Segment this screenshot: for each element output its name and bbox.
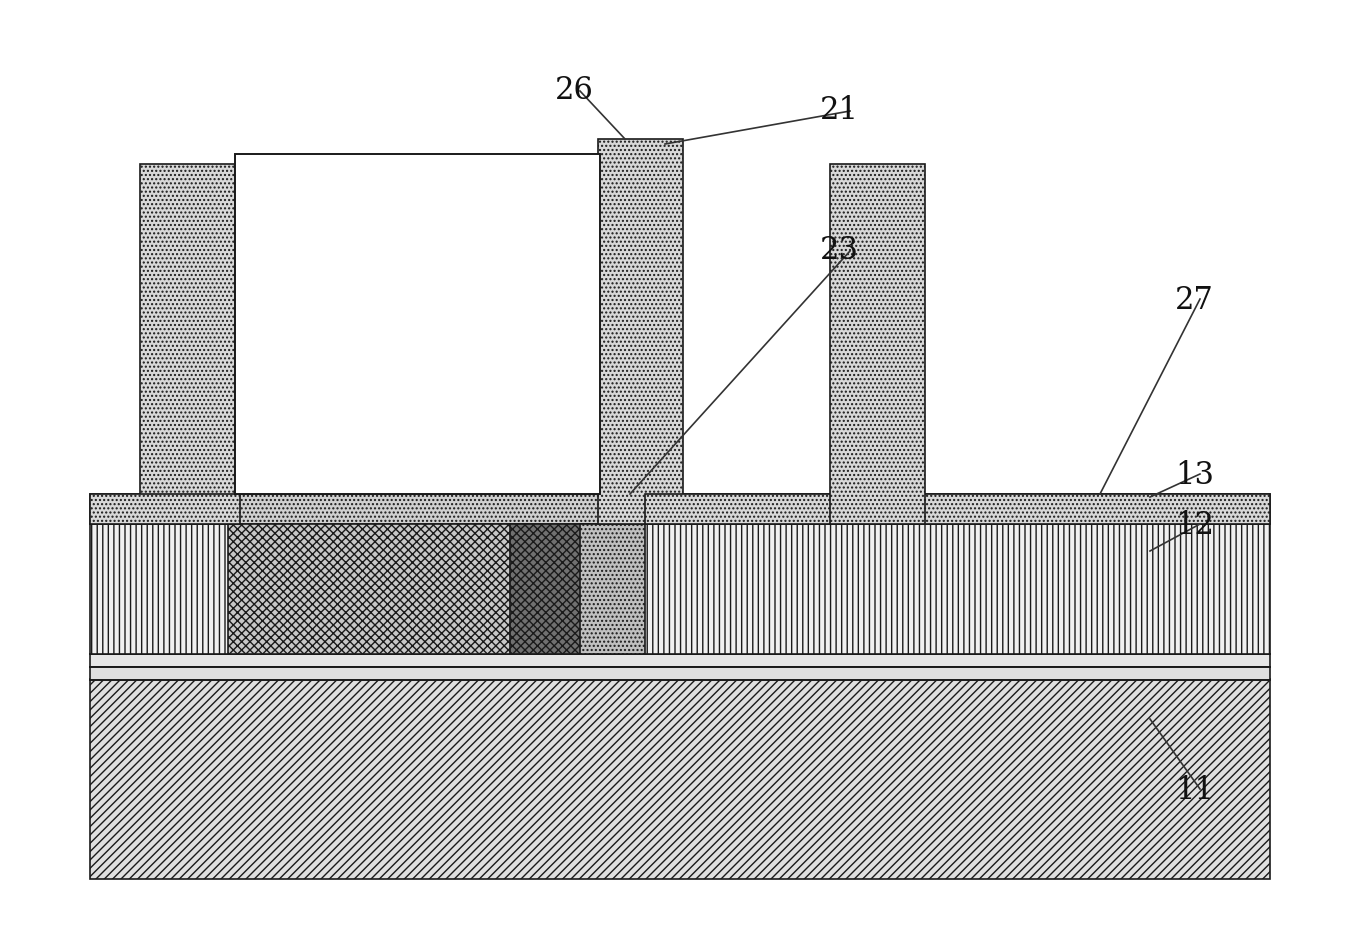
Bar (90, 680, 1270, 879)
Bar (645, 495, 1270, 525)
Text: 11: 11 (1175, 774, 1214, 805)
Bar (90, 667, 1270, 681)
Bar (511, 525, 589, 654)
Bar (235, 155, 600, 495)
Text: 12: 12 (1175, 510, 1214, 540)
Text: 27: 27 (1175, 285, 1214, 315)
Bar (228, 525, 528, 654)
Bar (90, 495, 1270, 525)
Text: 21: 21 (820, 95, 860, 126)
Bar (580, 525, 645, 654)
Bar (90, 525, 1270, 654)
Text: 26: 26 (555, 75, 593, 106)
Bar (90, 495, 240, 525)
Bar (598, 140, 683, 525)
Text: 23: 23 (820, 235, 860, 265)
Text: 13: 13 (1175, 460, 1214, 491)
Bar (140, 165, 235, 525)
Bar (90, 654, 1270, 667)
Bar (830, 165, 925, 525)
